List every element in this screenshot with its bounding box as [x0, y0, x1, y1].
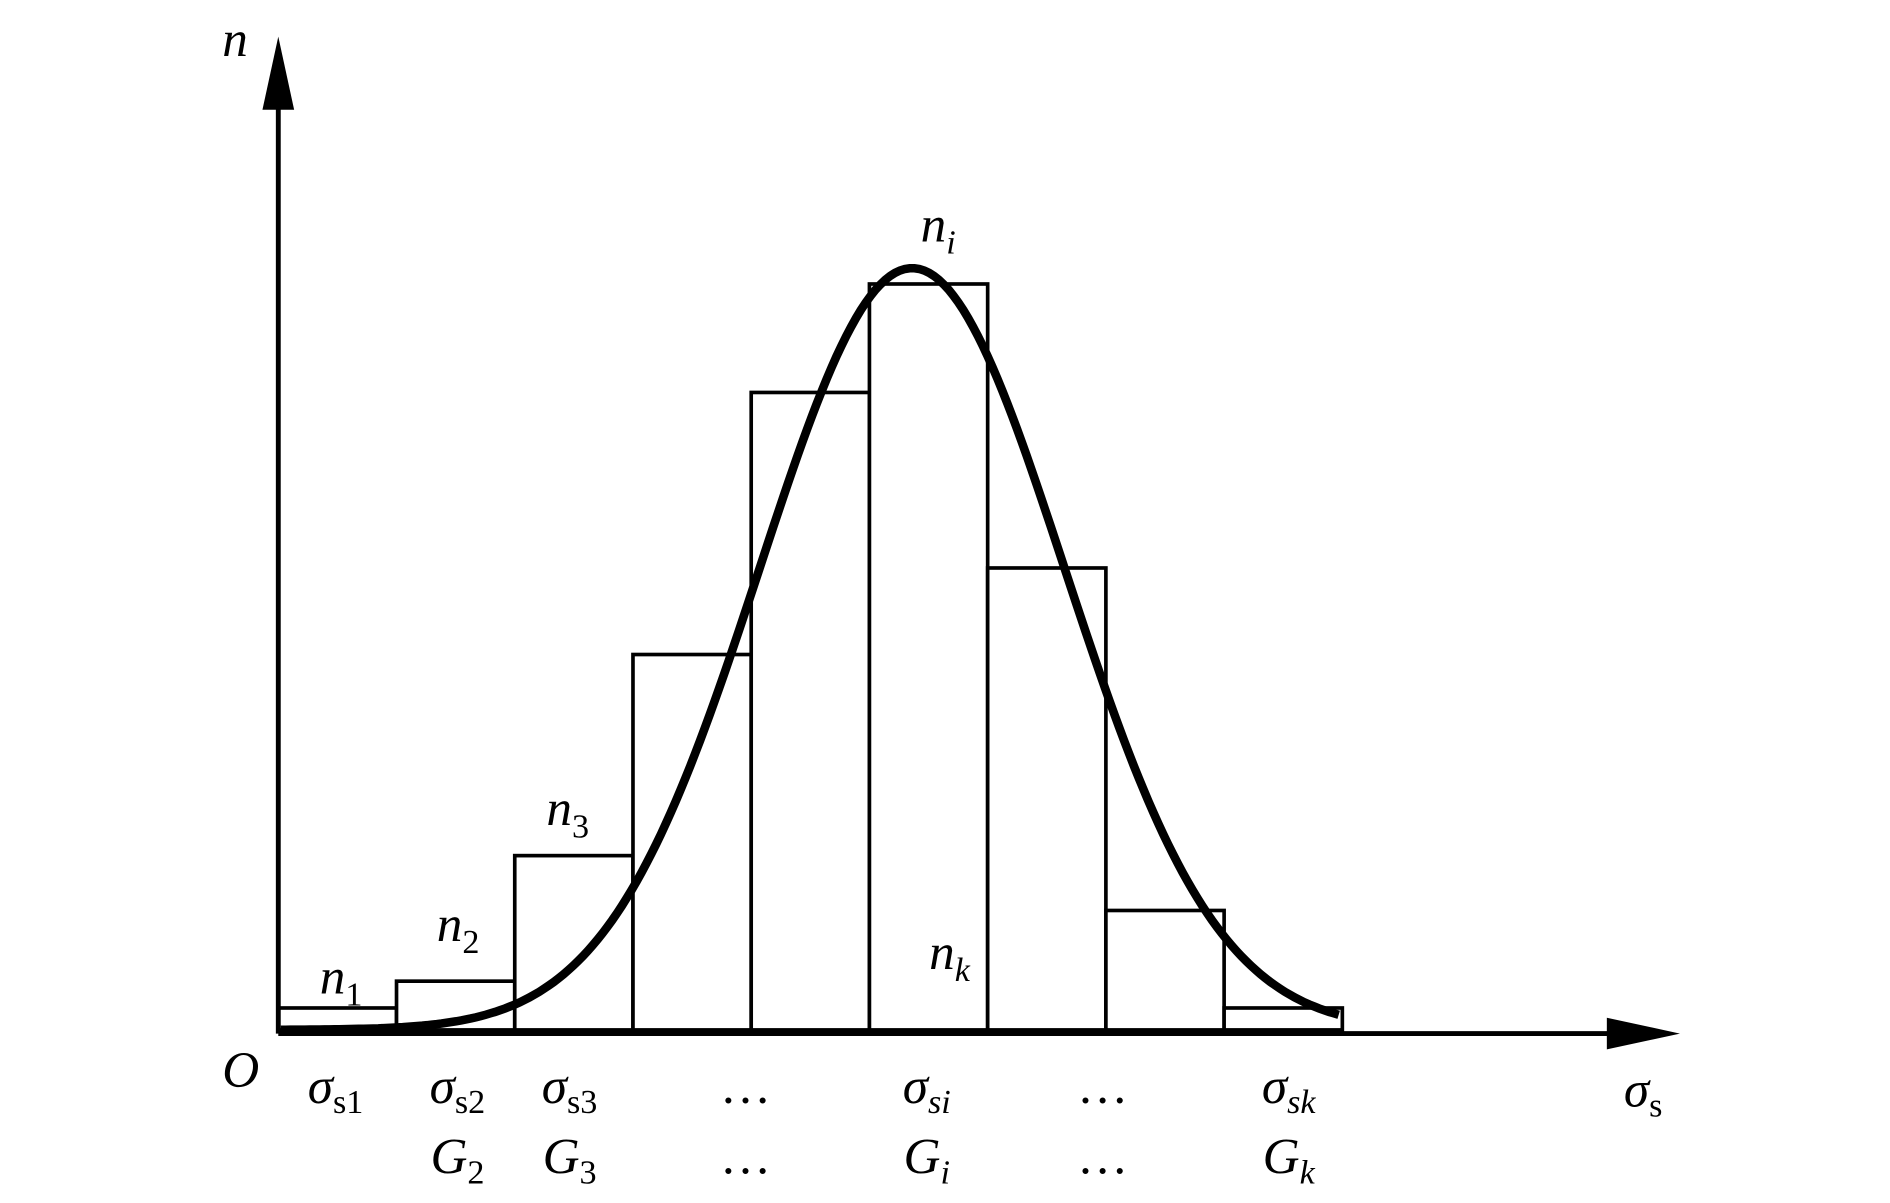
label-sub: i: [946, 225, 955, 262]
count-label: n1: [320, 948, 363, 1013]
label-main: n: [320, 948, 346, 1005]
label-main: σ: [430, 1058, 457, 1115]
label-main: …: [724, 1058, 770, 1115]
axis-label: …: [1081, 1058, 1127, 1115]
axis-label: σs2: [430, 1058, 486, 1121]
label-sub: 2: [462, 924, 479, 961]
y-axis-label: n: [222, 11, 248, 68]
origin-label: O: [222, 1042, 259, 1099]
label-sub: 3: [572, 808, 589, 845]
label-main: G: [1263, 1129, 1300, 1186]
axis-label: …: [724, 1129, 770, 1186]
label-main: σ: [1624, 1062, 1651, 1119]
axis-label: σs1: [308, 1058, 364, 1121]
label-main: n: [546, 780, 572, 837]
axis-label: G3: [543, 1129, 597, 1192]
bar: [749, 390, 872, 1032]
distribution-curve: [280, 264, 1340, 1035]
bar: [867, 282, 990, 1032]
label-main: G: [903, 1129, 940, 1186]
label-main: n: [929, 924, 955, 981]
histogram-bars: [276, 282, 1345, 1032]
label-sub: sk: [1287, 1084, 1316, 1121]
label-main: n: [921, 196, 947, 253]
label-main: σ: [1262, 1058, 1289, 1115]
count-label: n3: [546, 780, 589, 845]
label-sub: 2: [467, 1154, 484, 1191]
stress-labels: σs1 σs2 σs3… σsi… σsk: [308, 1058, 1317, 1121]
axis-label: σsi: [903, 1058, 951, 1121]
label-main: σ: [903, 1058, 930, 1115]
label-sub: si: [928, 1084, 951, 1121]
label-sub: s2: [455, 1084, 485, 1121]
label-sub: k: [955, 952, 971, 989]
bar: [1104, 908, 1226, 1032]
label-main: …: [724, 1129, 770, 1186]
count-label: ni: [921, 196, 956, 261]
count-label: n2: [437, 896, 480, 961]
count-label: nk: [929, 924, 971, 989]
axis-label: G2: [430, 1129, 484, 1192]
axis-label: σs3: [542, 1058, 598, 1121]
label-main: σ: [542, 1058, 569, 1115]
label-sub: s1: [333, 1084, 363, 1121]
label-main: …: [1081, 1129, 1127, 1186]
bar: [631, 652, 754, 1032]
bar: [512, 853, 635, 1032]
y-axis-arrow: [262, 36, 295, 110]
bar: [1222, 1006, 1345, 1032]
x-axis-arrow: [1606, 1017, 1680, 1050]
x-axis-label: σs: [1624, 1062, 1663, 1125]
axis-label: σsk: [1262, 1058, 1317, 1121]
axis-label: …: [1081, 1129, 1127, 1186]
label-main: G: [543, 1129, 580, 1186]
label-sub: k: [1300, 1154, 1316, 1191]
label-main: n: [437, 896, 463, 953]
label-sub: 3: [580, 1154, 597, 1191]
label-sub: s3: [567, 1084, 597, 1121]
axis-label: Gk: [1263, 1129, 1316, 1192]
label-main: …: [1081, 1058, 1127, 1115]
label-main: σ: [308, 1058, 335, 1115]
axis-label: Gi: [903, 1129, 949, 1192]
label-sub: i: [940, 1154, 949, 1191]
label-sub: 1: [345, 977, 362, 1014]
group-labels: G2 G3… Gi… Gk: [430, 1129, 1315, 1192]
label-sub: s: [1649, 1087, 1662, 1124]
axis-label: …: [724, 1058, 770, 1115]
label-main: G: [430, 1129, 467, 1186]
